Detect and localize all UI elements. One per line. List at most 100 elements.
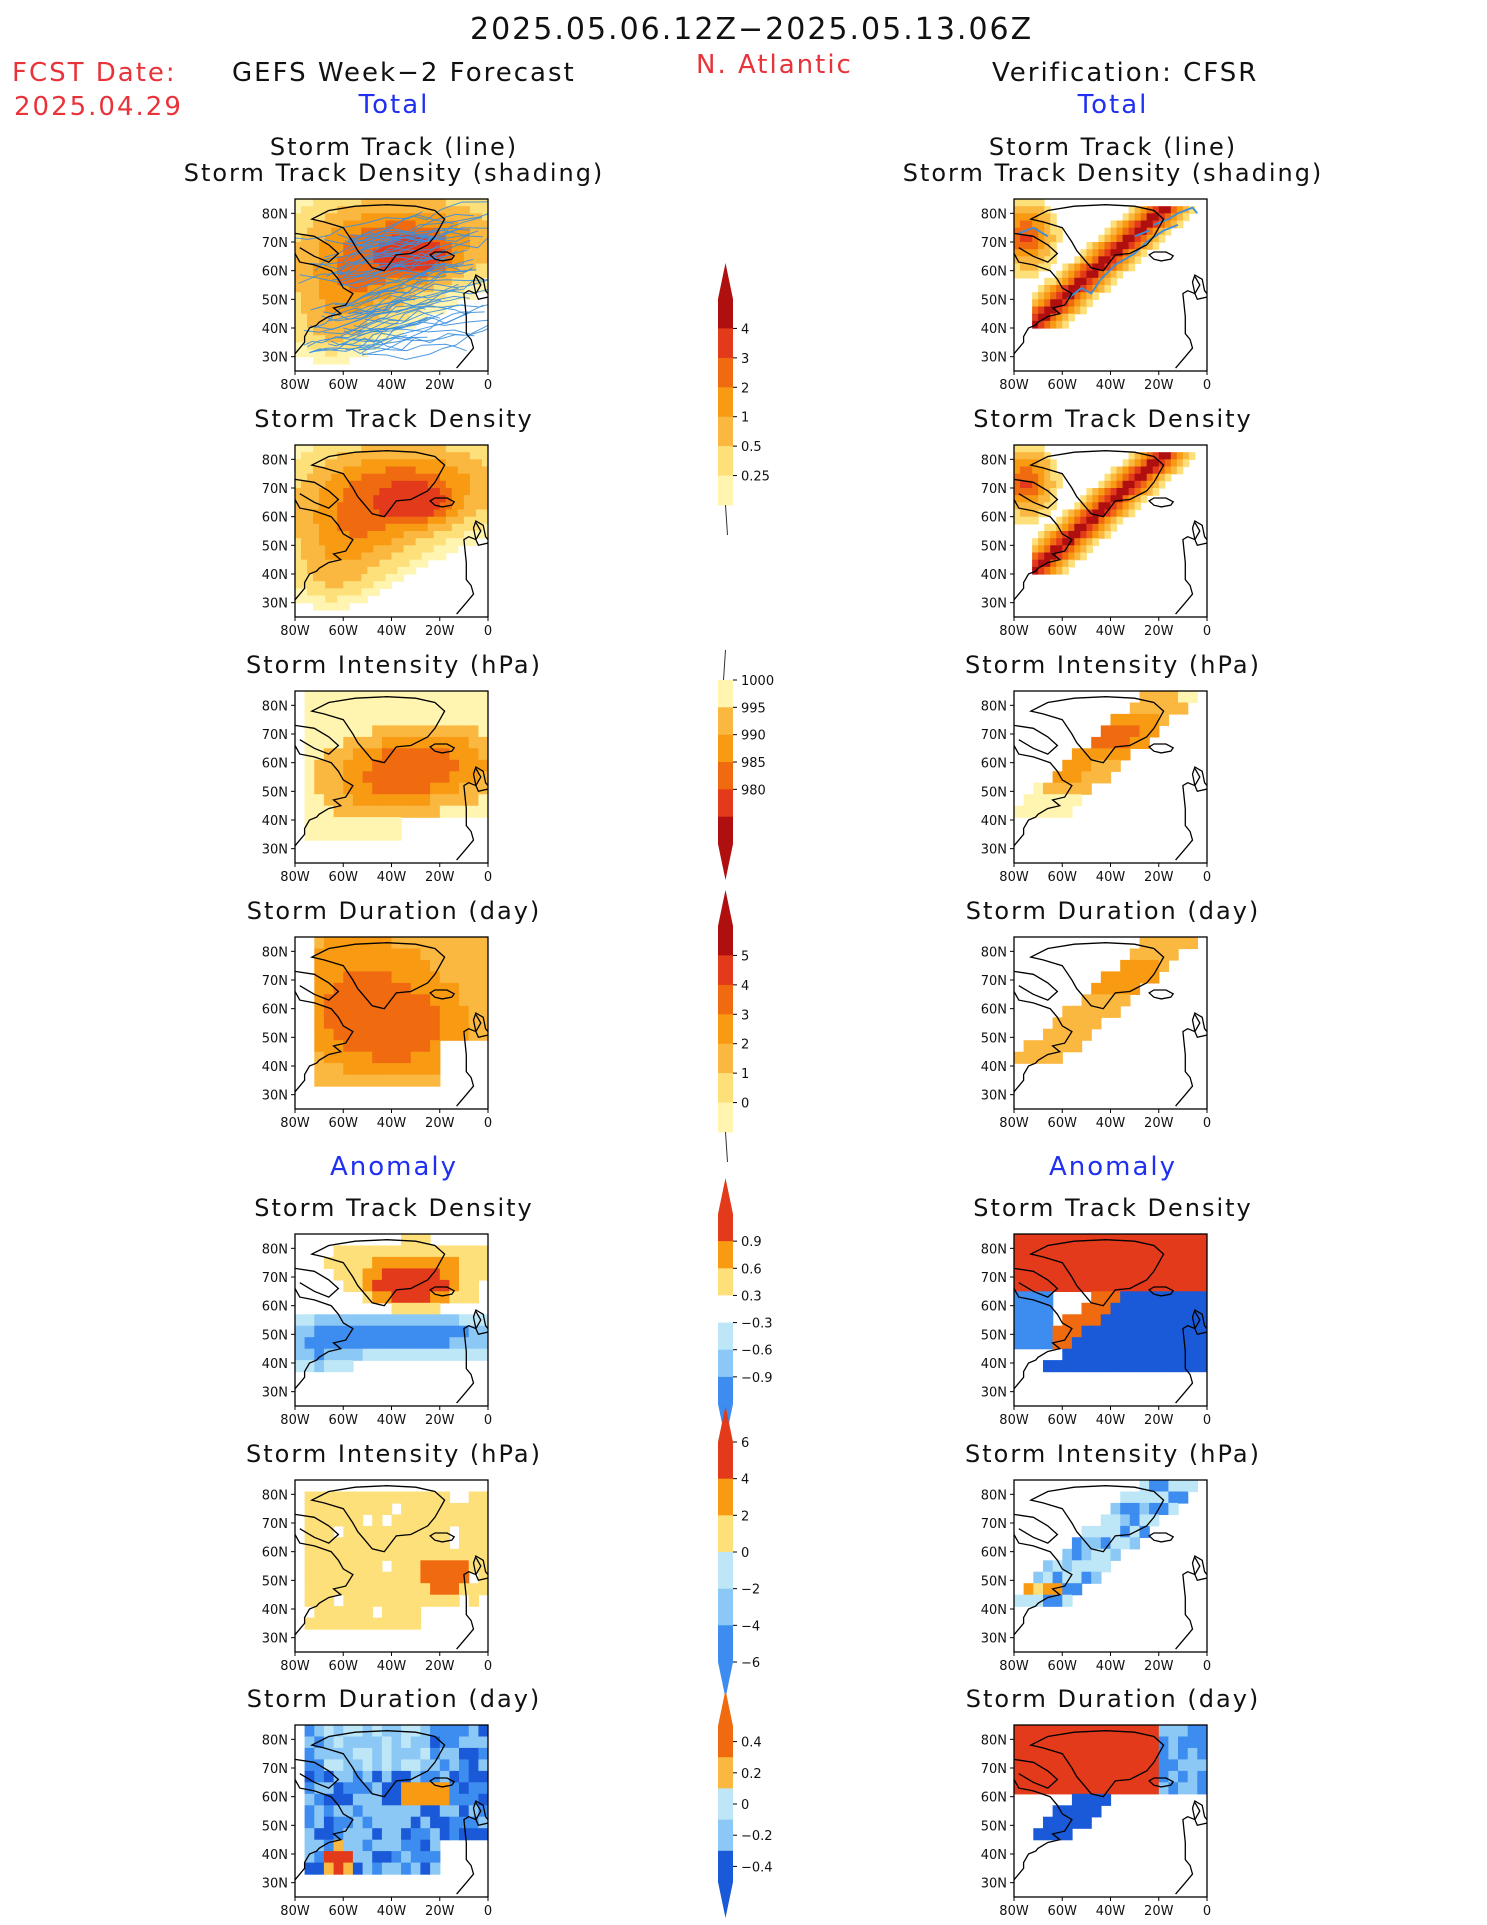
grid-cell (1033, 1770, 1044, 1783)
grid-cell (372, 1051, 383, 1064)
grid-cell (361, 473, 368, 482)
grid-cell (1043, 794, 1054, 807)
grid-cell (313, 320, 320, 329)
grid-cell (410, 971, 422, 984)
lat-tick-label: 40N (262, 1357, 288, 1372)
grid-cell (1068, 270, 1075, 279)
grid-cell (463, 495, 471, 503)
colorbar-label: 0 (741, 1097, 749, 1112)
grid-cell (337, 234, 344, 243)
colorbar-label: −2 (741, 1583, 760, 1598)
grid-cell (1086, 531, 1093, 539)
grid-cell (469, 445, 477, 453)
grid-cell (439, 1028, 451, 1041)
grid-cell (372, 1017, 383, 1030)
grid-cell (349, 545, 356, 554)
grid-cell (401, 1736, 412, 1749)
grid-cell (410, 1828, 422, 1841)
grid-cell (410, 748, 422, 761)
grid-cell (337, 213, 344, 222)
grid-cell (439, 713, 451, 726)
grid-cell (420, 1537, 431, 1550)
grid-cell (409, 466, 417, 475)
grid-cell (301, 552, 308, 561)
grid-cell (307, 320, 314, 329)
track-line (360, 278, 488, 299)
grid-cell (373, 242, 380, 250)
grid-cell (1158, 1770, 1170, 1783)
grid-cell (352, 1782, 364, 1795)
grid-cell (420, 1005, 431, 1018)
grid-cell (445, 277, 453, 286)
grid-cell (410, 1491, 422, 1504)
grid-cell (1164, 227, 1172, 236)
colorbar-swatch (718, 1349, 733, 1378)
grid-cell (421, 242, 429, 250)
grid-cell (1033, 805, 1044, 818)
grid-cell (1187, 1736, 1198, 1749)
colorbar-swatch (718, 1073, 733, 1103)
grid-cell (1168, 1725, 1179, 1738)
grid-cell (349, 277, 356, 286)
grid-cell (355, 242, 362, 250)
grid-cell (1062, 566, 1069, 575)
grid-cell (1056, 559, 1063, 568)
grid-cell (314, 691, 325, 704)
grid-cell (409, 256, 417, 265)
grid-cell (463, 292, 471, 300)
lat-tick-label: 40N (262, 1603, 288, 1618)
grid-cell (361, 581, 368, 589)
grid-cell (457, 531, 465, 539)
grid-cell (1033, 1736, 1044, 1749)
grid-cell (427, 234, 435, 243)
grid-cell (373, 320, 380, 329)
grid-cell (427, 292, 435, 300)
grid-cell (355, 306, 362, 315)
colorbar-swatch (718, 1850, 733, 1883)
grid-cell (337, 328, 344, 336)
grid-cell (337, 509, 344, 518)
grid-cell (475, 234, 483, 243)
grid-cell (433, 306, 441, 315)
lon-tick-label: 80W (280, 1904, 310, 1919)
grid-cell (1052, 1325, 1063, 1338)
grid-cell (1014, 1051, 1025, 1064)
grid-cell (420, 1040, 431, 1053)
grid-cell (301, 220, 308, 229)
grid-cell (397, 531, 405, 539)
grid-cell (304, 702, 315, 715)
grid-cell (430, 1051, 441, 1064)
grid-cell (469, 523, 477, 532)
grid-cell (1091, 1325, 1102, 1338)
grid-cell (304, 1502, 315, 1515)
grid-cell (439, 1747, 451, 1760)
grid-cell (468, 1725, 479, 1738)
grid-cell (343, 559, 350, 568)
lon-tick-label: 60W (1048, 1659, 1078, 1674)
grid-cell (325, 538, 332, 546)
grid-cell (1044, 538, 1051, 546)
grid-cell (352, 1560, 364, 1573)
grid-cell (367, 523, 374, 532)
grid-cell (1110, 736, 1121, 749)
grid-cell (403, 459, 411, 468)
grid-cell (307, 595, 314, 604)
grid-cell (325, 285, 332, 293)
grid-cell (295, 1325, 306, 1338)
grid-cell (372, 1828, 383, 1841)
grid-cell (391, 1291, 402, 1304)
grid-cell (373, 523, 380, 532)
grid-cell (307, 452, 314, 460)
grid-cell (1062, 1725, 1073, 1738)
grid-cell (385, 502, 393, 511)
grid-cell (430, 1291, 441, 1304)
grid-cell (372, 736, 383, 749)
grid-cell (352, 1525, 364, 1538)
grid-cell (1176, 452, 1184, 460)
grid-cell (323, 1816, 335, 1829)
grid-cell (391, 466, 399, 475)
grid-cell (349, 342, 356, 351)
grid-cell (1056, 531, 1063, 539)
lat-tick-label: 40N (262, 1848, 288, 1863)
grid-cell (445, 502, 453, 511)
